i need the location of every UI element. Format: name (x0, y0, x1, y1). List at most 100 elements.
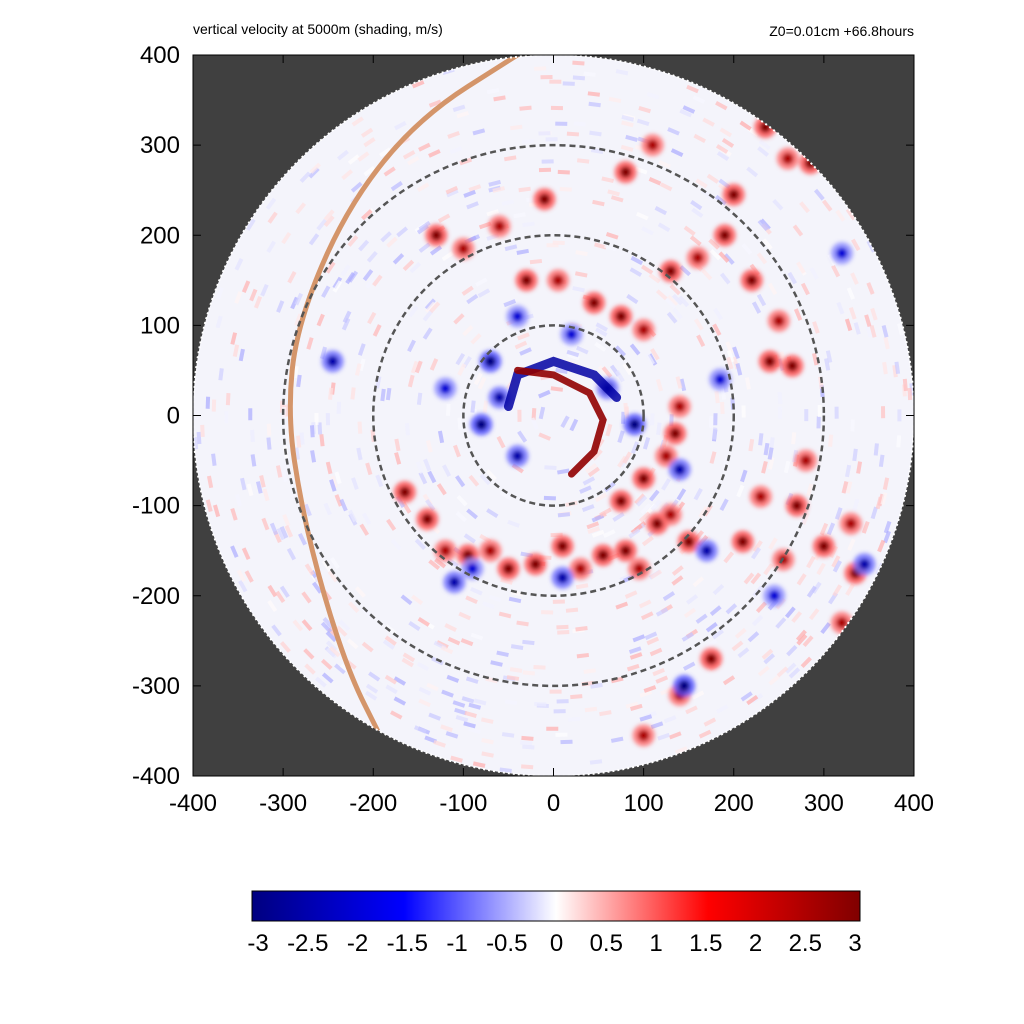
convective-cell (620, 166, 632, 178)
texture-mark (262, 488, 270, 502)
texture-mark (796, 633, 808, 646)
convective-cell (714, 373, 726, 385)
texture-mark (740, 691, 753, 702)
texture-mark (720, 401, 725, 415)
texture-mark (279, 585, 290, 598)
texture-mark (265, 197, 277, 210)
texture-mark (470, 400, 476, 413)
texture-mark (394, 121, 407, 131)
texture-mark (883, 336, 890, 350)
texture-mark (583, 71, 596, 77)
texture-mark (622, 363, 633, 376)
texture-mark (555, 732, 568, 737)
texture-mark (605, 232, 619, 240)
texture-mark (457, 417, 463, 430)
texture-mark (461, 696, 475, 704)
texture-mark (572, 75, 586, 81)
texture-mark (310, 450, 317, 463)
texture-mark (897, 323, 904, 336)
texture-mark (366, 250, 378, 263)
texture-mark (741, 243, 753, 255)
texture-mark (635, 495, 648, 507)
texture-mark (465, 595, 478, 605)
texture-mark (341, 317, 351, 331)
texture-mark (504, 699, 518, 706)
convective-cell (746, 274, 758, 286)
texture-mark (735, 362, 743, 376)
texture-mark (351, 116, 364, 127)
texture-mark (328, 387, 334, 400)
convective-cell (768, 590, 780, 602)
y-tick-label: 300 (140, 132, 180, 159)
convective-cell (511, 310, 523, 322)
texture-mark (639, 714, 653, 722)
texture-mark (540, 74, 553, 80)
convective-cell (588, 297, 600, 309)
texture-mark (518, 186, 531, 193)
texture-mark (213, 504, 221, 518)
texture-mark (472, 761, 486, 768)
texture-mark (238, 348, 245, 362)
texture-mark (757, 665, 770, 677)
texture-mark (246, 483, 254, 497)
texture-mark (806, 585, 817, 598)
texture-mark (709, 249, 721, 261)
texture-mark (711, 427, 718, 440)
convective-cell (557, 572, 569, 584)
texture-mark (358, 239, 370, 252)
convective-cell (737, 536, 749, 548)
texture-mark (296, 435, 302, 448)
texture-mark (440, 645, 454, 655)
texture-mark (816, 562, 826, 576)
texture-mark (453, 313, 465, 325)
convective-cell (647, 139, 659, 151)
texture-mark (595, 327, 608, 337)
texture-mark (248, 408, 253, 421)
texture-mark (499, 490, 513, 501)
texture-mark (400, 594, 413, 606)
texture-mark (308, 167, 320, 179)
texture-mark (504, 244, 518, 252)
texture-mark (394, 438, 401, 452)
texture-mark (408, 305, 419, 318)
texture-mark (716, 151, 730, 162)
texture-mark (340, 264, 351, 277)
texture-mark (775, 617, 787, 629)
texture-mark (713, 307, 723, 321)
texture-mark (556, 624, 569, 630)
texture-mark (541, 610, 554, 615)
texture-mark (630, 255, 644, 266)
texture-mark (449, 146, 463, 155)
texture-mark (691, 690, 705, 700)
texture-mark (660, 687, 673, 696)
texture-mark (329, 479, 337, 492)
texture-mark (325, 461, 333, 475)
texture-mark (314, 412, 319, 425)
reference-circle-300 (281, 143, 826, 688)
texture-mark (629, 267, 643, 277)
texture-mark (299, 432, 305, 445)
texture-mark (756, 293, 767, 307)
texture-mark (304, 663, 316, 675)
texture-mark (249, 288, 258, 302)
texture-mark (409, 262, 422, 274)
texture-mark (761, 460, 768, 474)
texture-mark (570, 694, 583, 700)
texture-mark (671, 575, 684, 586)
texture-mark (261, 517, 270, 531)
texture-mark (737, 647, 750, 658)
texture-mark (875, 496, 883, 510)
texture-mark (390, 710, 403, 720)
convective-cell (705, 653, 717, 665)
texture-mark (205, 499, 213, 513)
x-tick-label: 200 (714, 790, 754, 817)
colorbar-tick-label: -1.5 (387, 930, 428, 957)
texture-mark (350, 181, 363, 193)
texture-mark (864, 314, 872, 327)
texture-mark (425, 499, 436, 512)
texture-mark (482, 400, 489, 413)
convective-cell (511, 450, 523, 462)
y-tick-label: -100 (132, 493, 180, 520)
texture-mark (402, 150, 416, 160)
